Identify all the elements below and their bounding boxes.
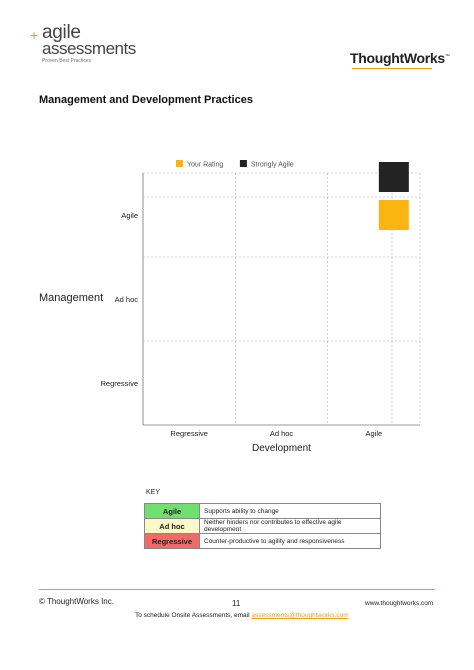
footer-copyright: © ThoughtWorks Inc. xyxy=(39,597,114,606)
practice-matrix-chart: Your Rating Strongly Agile Regressive Ad h… xyxy=(100,160,421,438)
footer-note: To schedule Onsite Assessments, email as… xyxy=(135,612,349,619)
logo-tagline: Proven Best Practices xyxy=(42,58,92,64)
x-tick-label: Regressive xyxy=(170,429,208,438)
footer-email-link[interactable]: assessments@thoughtworks.com xyxy=(251,612,349,619)
key-desc-regressive: Counter-productive to agility and respon… xyxy=(199,533,381,549)
footer-note-text: To schedule Onsite Assessments, email xyxy=(135,612,252,619)
key-row-ad-hoc: Ad hoc Neither hinders nor contributes t… xyxy=(144,518,381,534)
chart-legend: Your Rating Strongly Agile xyxy=(176,160,294,169)
header-divider xyxy=(352,68,432,69)
x-tick-label: Ad hoc xyxy=(270,429,294,438)
marker-your-rating xyxy=(378,200,409,230)
key-desc-ad-hoc: Neither hinders nor contributes to effec… xyxy=(199,518,381,534)
y-tick-label: Agile xyxy=(121,211,138,220)
y-tick-label: Regressive xyxy=(100,379,138,388)
trademark-symbol: ™ xyxy=(444,53,450,60)
page-number: 11 xyxy=(232,599,241,608)
legend-label: Your Rating xyxy=(187,162,223,169)
thoughtworks-logo: ThoughtWorks™ xyxy=(350,50,450,66)
y-axis-title: Management xyxy=(39,292,104,304)
legend-swatch xyxy=(176,160,183,167)
key-label: KEY xyxy=(146,489,161,496)
chart-points xyxy=(378,162,409,230)
key-row-regressive: Regressive Counter-productive to agility… xyxy=(144,533,381,549)
thoughtworks-logo-text: ThoughtWorks xyxy=(350,50,445,66)
legend-label: Strongly Agile xyxy=(251,162,294,169)
key-table: Agile Supports ability to change Ad hoc … xyxy=(144,503,381,549)
section-title: Management and Development Practices xyxy=(39,94,253,106)
logo-word-agile: agile xyxy=(42,22,81,43)
key-name-regressive: Regressive xyxy=(144,533,200,549)
chart-ticks: Regressive Ad hoc Agile Regressive Ad hoc Agi… xyxy=(100,211,382,438)
legend-swatch xyxy=(239,160,247,167)
chart-grid xyxy=(142,172,421,426)
key-name-ad-hoc: Ad hoc xyxy=(144,518,200,534)
logo-word-assessments: assessments xyxy=(42,39,136,58)
footer-divider xyxy=(39,589,435,590)
x-tick-label: Agile xyxy=(365,429,382,438)
footer-website: www.thoughtworks.com xyxy=(365,600,434,607)
key-desc-agile: Supports ability to change xyxy=(199,503,381,519)
y-tick-label: Ad hoc xyxy=(115,295,139,304)
key-name-agile: Agile xyxy=(144,503,200,519)
logo-plus-mark: + xyxy=(30,27,39,43)
key-row-agile: Agile Supports ability to change xyxy=(144,503,381,519)
marker-strongly-agile xyxy=(378,162,409,192)
x-axis-title: Development xyxy=(252,443,311,454)
